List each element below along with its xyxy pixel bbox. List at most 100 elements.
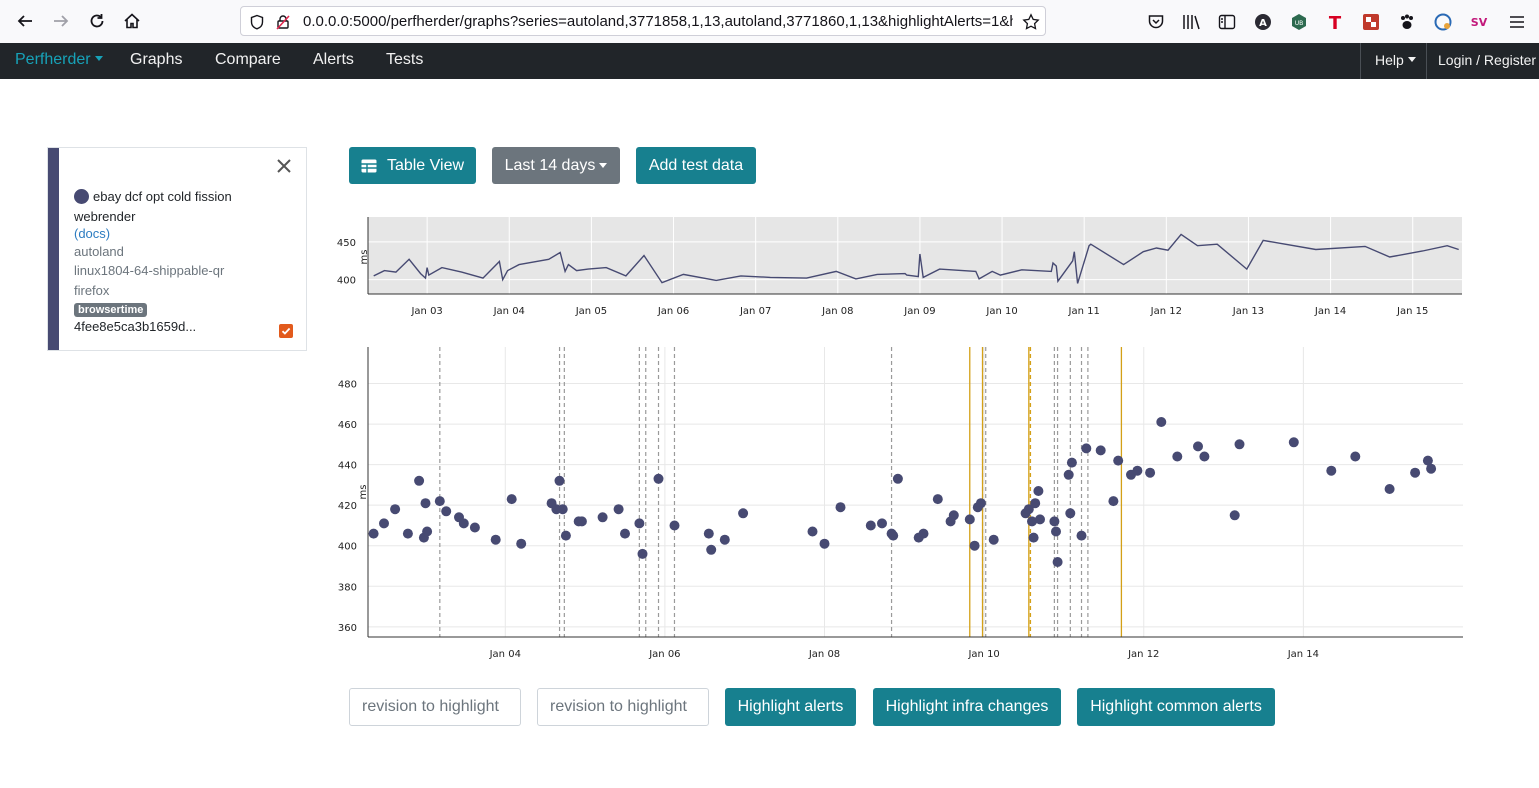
time-range-dropdown[interactable]: Last 14 days: [492, 147, 620, 184]
highlight-infra-changes-button[interactable]: Highlight infra changes: [873, 688, 1061, 726]
data-point[interactable]: [1172, 451, 1183, 462]
data-point[interactable]: [1095, 445, 1106, 456]
back-icon[interactable]: [10, 6, 40, 36]
data-point[interactable]: [1066, 457, 1077, 468]
menu-icon[interactable]: [1506, 11, 1528, 33]
insecure-lock-icon[interactable]: [273, 12, 293, 32]
series-visibility-checkbox[interactable]: [279, 324, 293, 338]
data-point[interactable]: [807, 526, 818, 537]
data-point[interactable]: [1199, 451, 1210, 462]
nav-link-graphs[interactable]: Graphs: [130, 51, 183, 68]
login-register-link[interactable]: Login / Register: [1438, 52, 1537, 68]
data-point[interactable]: [1426, 463, 1437, 474]
nav-link-compare[interactable]: Compare: [215, 51, 281, 68]
data-point[interactable]: [706, 544, 717, 555]
extension-puzzle-icon[interactable]: [1360, 11, 1382, 33]
data-point[interactable]: [402, 528, 413, 539]
data-point[interactable]: [1145, 467, 1156, 478]
docs-link[interactable]: (docs): [74, 226, 111, 241]
data-point[interactable]: [1113, 455, 1124, 466]
data-point[interactable]: [1422, 455, 1433, 466]
close-icon[interactable]: [276, 158, 292, 174]
main-chart[interactable]: ms 360 380 400 420 440 460 480 Jan 04 Jan 06 Jan …: [330, 340, 1470, 670]
url-text[interactable]: 0.0.0.0:5000/perfherder/graphs?series=au…: [303, 13, 1013, 30]
data-point[interactable]: [1076, 530, 1087, 541]
table-view-button[interactable]: Table View: [349, 147, 476, 184]
data-point[interactable]: [422, 526, 433, 537]
data-point[interactable]: [1410, 467, 1421, 478]
data-point[interactable]: [597, 512, 608, 523]
url-bar[interactable]: 0.0.0.0:5000/perfherder/graphs?series=au…: [240, 6, 1046, 36]
data-point[interactable]: [469, 522, 480, 533]
data-point[interactable]: [557, 504, 568, 515]
help-menu[interactable]: Help: [1375, 52, 1416, 68]
extension-paw-icon[interactable]: [1396, 11, 1418, 33]
data-point[interactable]: [1234, 439, 1245, 450]
data-point[interactable]: [964, 514, 975, 525]
data-point[interactable]: [613, 504, 624, 515]
sidebar-icon[interactable]: [1216, 11, 1238, 33]
data-point[interactable]: [368, 528, 379, 539]
data-point[interactable]: [888, 530, 899, 541]
home-icon[interactable]: [117, 6, 147, 36]
bookmark-star-icon[interactable]: [1021, 12, 1041, 32]
data-point[interactable]: [516, 538, 527, 549]
data-point[interactable]: [1033, 486, 1044, 496]
data-point[interactable]: [703, 528, 714, 539]
data-point[interactable]: [988, 534, 999, 545]
data-point[interactable]: [390, 504, 401, 515]
brand-menu[interactable]: Perfherder: [15, 51, 103, 69]
data-point[interactable]: [892, 473, 903, 484]
data-point[interactable]: [1326, 465, 1337, 476]
data-point[interactable]: [1065, 508, 1076, 519]
revision-highlight-input-2[interactable]: [537, 688, 709, 726]
data-point[interactable]: [576, 516, 587, 527]
extension-globe-icon[interactable]: [1432, 11, 1454, 33]
account-icon[interactable]: A: [1252, 11, 1274, 33]
data-point[interactable]: [1156, 417, 1167, 427]
data-point[interactable]: [1288, 437, 1299, 448]
extension-sv-icon[interactable]: SV: [1468, 11, 1490, 33]
highlight-alerts-button[interactable]: Highlight alerts: [725, 688, 856, 726]
data-point[interactable]: [1035, 514, 1045, 525]
extension-hexagon-icon[interactable]: UB: [1288, 11, 1310, 33]
data-point[interactable]: [506, 494, 517, 505]
data-point[interactable]: [1028, 532, 1039, 543]
data-point[interactable]: [1229, 510, 1240, 521]
data-point[interactable]: [1384, 484, 1395, 494]
data-point[interactable]: [877, 518, 887, 529]
data-point[interactable]: [1132, 465, 1143, 476]
data-point[interactable]: [653, 473, 664, 484]
data-point[interactable]: [1023, 504, 1034, 515]
data-point[interactable]: [969, 540, 980, 551]
data-point[interactable]: [719, 534, 730, 545]
data-point[interactable]: [1108, 496, 1119, 507]
data-point[interactable]: [414, 475, 425, 486]
data-point[interactable]: [554, 475, 565, 486]
data-point[interactable]: [918, 528, 929, 539]
data-point[interactable]: [1027, 516, 1037, 527]
nav-link-alerts[interactable]: Alerts: [313, 51, 354, 68]
data-point[interactable]: [738, 508, 749, 519]
data-point[interactable]: [441, 506, 452, 517]
data-point[interactable]: [1051, 526, 1061, 537]
revision-highlight-input-1[interactable]: [349, 688, 521, 726]
data-point[interactable]: [865, 520, 876, 531]
data-point[interactable]: [379, 518, 389, 529]
data-point[interactable]: [1049, 516, 1060, 527]
data-point[interactable]: [1081, 443, 1092, 454]
forward-icon[interactable]: [46, 6, 76, 36]
shield-icon[interactable]: [247, 12, 267, 32]
data-point[interactable]: [490, 534, 501, 545]
data-point[interactable]: [835, 502, 846, 513]
nav-link-tests[interactable]: Tests: [386, 51, 424, 68]
data-point[interactable]: [669, 520, 680, 531]
data-point[interactable]: [1063, 469, 1074, 480]
extension-t-icon[interactable]: T: [1324, 11, 1346, 33]
data-point[interactable]: [434, 496, 445, 507]
highlight-common-alerts-button[interactable]: Highlight common alerts: [1077, 688, 1275, 726]
pocket-icon[interactable]: [1145, 11, 1167, 33]
add-test-data-button[interactable]: Add test data: [636, 147, 756, 184]
data-point[interactable]: [948, 510, 959, 521]
data-point[interactable]: [1350, 451, 1361, 462]
